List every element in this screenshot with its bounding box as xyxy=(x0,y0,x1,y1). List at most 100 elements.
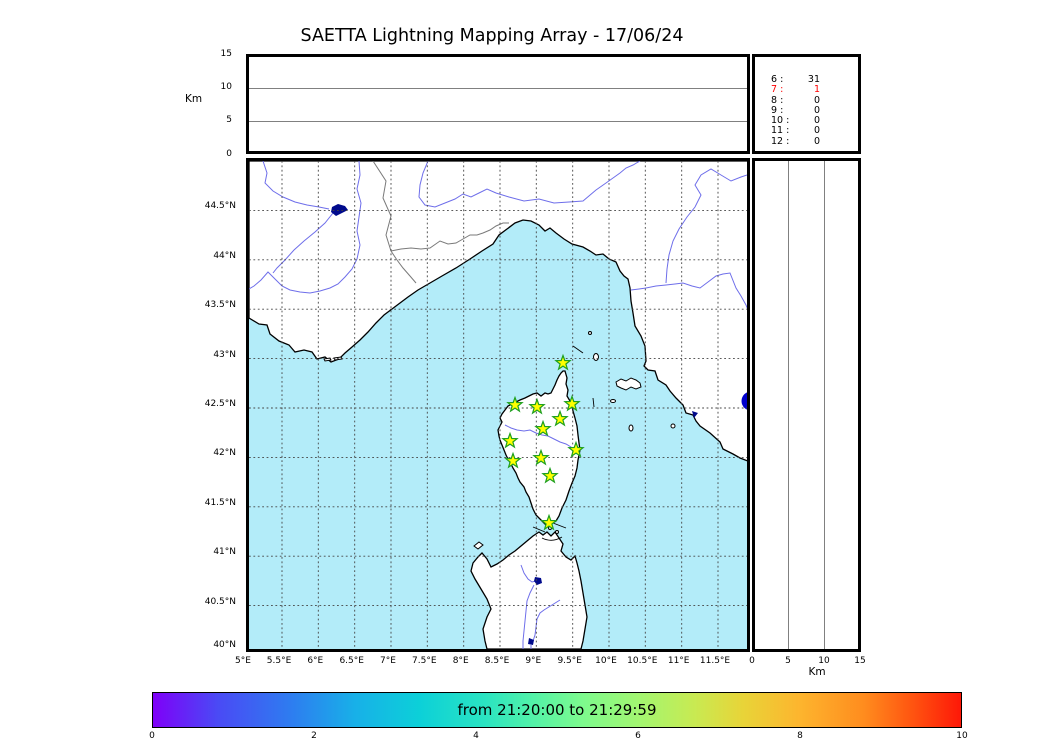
source-count-value: 0 xyxy=(813,125,820,137)
river-durance xyxy=(272,212,334,274)
altitude-gridline-10km xyxy=(249,87,747,89)
latitude-tick-label: 42°N xyxy=(213,448,236,459)
lma-station-star xyxy=(506,395,524,413)
source-count-value: 31 xyxy=(807,74,820,85)
latitude-tick-label: 43°N xyxy=(213,349,236,360)
island-montecristo xyxy=(670,423,676,429)
colorbar-tick-label: 4 xyxy=(473,731,479,741)
source-count-panel: 6 : 31 7 : 1 8 : 0 9 : 0 10 : 0 11 : 0 12 : 0 xyxy=(752,54,861,154)
colorbar-tick-label: 2 xyxy=(311,731,317,741)
longitude-tick-label: 7.5°E xyxy=(412,656,437,666)
coastline-mainland xyxy=(249,161,747,462)
altitude-tick-label: 5 xyxy=(226,115,232,126)
island-asinara xyxy=(473,541,484,550)
lma-station-star xyxy=(551,409,569,427)
island-pianosa xyxy=(610,399,616,403)
strait-line-3 xyxy=(541,536,563,541)
colorbar-tick-label: 6 xyxy=(635,731,641,741)
lake-sardinia-2 xyxy=(528,638,534,645)
lma-station-star xyxy=(563,394,581,412)
latitude-tick-label: 41.5°N xyxy=(204,497,236,508)
river-po-tributary xyxy=(418,161,641,208)
longitude-tick-label: 6°E xyxy=(307,656,324,666)
island-elba xyxy=(615,377,642,391)
page-title: SAETTA Lightning Mapping Array - 17/06/2… xyxy=(300,26,684,46)
lma-station-star xyxy=(532,448,550,466)
islet-line-pianosa xyxy=(592,397,595,408)
longitude-tick-label: 5°E xyxy=(235,656,251,666)
source-count-row: 7 : 1 xyxy=(755,84,858,96)
source-count-value: 1 xyxy=(813,84,820,96)
colorbar-time-range-label: from 21:20:00 to 21:29:59 xyxy=(457,701,657,719)
source-count-row: 8 : 0 xyxy=(755,95,858,106)
border-branch xyxy=(390,222,509,252)
altitude-tick-label: 0 xyxy=(226,148,232,159)
lma-station-star xyxy=(501,431,519,449)
latitude-tick-label: 41°N xyxy=(213,547,236,558)
island-giglio xyxy=(628,424,634,432)
river-arno-upper xyxy=(665,168,747,284)
source-count-station: 11 : xyxy=(771,125,790,137)
longitude-tick-label: 11.5°E xyxy=(699,656,731,666)
lagoon-orbetello xyxy=(692,411,698,418)
coast-artifacts xyxy=(532,345,595,541)
country-borders xyxy=(372,161,509,284)
longitude-tick-label: 9.5°E xyxy=(557,656,582,666)
river-arno xyxy=(630,272,747,309)
altitude-tick-label: 15 xyxy=(220,48,232,59)
river-sardinia-1 xyxy=(520,564,537,649)
source-count-station: 7 : xyxy=(771,84,784,96)
strait-line-2 xyxy=(552,522,567,529)
altitude-gridline-5km xyxy=(249,121,747,122)
lma-station-star xyxy=(541,466,559,484)
source-count-row: 12 : 0 xyxy=(755,135,858,147)
island-capraia xyxy=(593,353,599,361)
lma-station-star xyxy=(540,513,558,531)
longitude-tick-label: 9°E xyxy=(525,656,542,666)
colorbar-tick-label: 0 xyxy=(149,731,155,741)
altitude-histogram-panel xyxy=(752,158,861,652)
lma-station-star xyxy=(567,440,585,458)
source-count-row: 9 : 0 xyxy=(755,104,858,116)
longitude-tick-label: 7°E xyxy=(380,656,396,666)
histogram-tick-label: 0 xyxy=(749,656,755,666)
lma-station-star xyxy=(554,353,572,371)
source-count-station: 9 : xyxy=(771,104,784,116)
histogram-gridline-5km xyxy=(788,161,789,649)
source-count-station: 6 : xyxy=(771,74,784,85)
graticule xyxy=(249,161,747,649)
source-count-value: 0 xyxy=(813,115,820,127)
lma-station-star xyxy=(528,397,546,415)
source-count-station: 12 : xyxy=(771,135,790,147)
map-panel xyxy=(246,158,750,652)
longitude-tick-label: 6.5°E xyxy=(339,656,364,666)
island-gorgona xyxy=(588,331,592,335)
histogram-tick-label: 5 xyxy=(785,656,791,666)
colorbar-tick-label: 8 xyxy=(797,731,803,741)
latitude-tick-label: 44.5°N xyxy=(204,201,236,212)
island-maddalena-2 xyxy=(555,530,559,534)
lma-station-star xyxy=(504,451,522,469)
longitude-tick-label: 10°E xyxy=(595,656,617,666)
source-count-value: 0 xyxy=(813,135,820,147)
latitude-tick-label: 43.5°N xyxy=(204,300,236,311)
source-count-row: 11 : 0 xyxy=(755,125,858,137)
lma-station-star xyxy=(534,419,552,437)
histogram-tick-label: 15 xyxy=(854,656,866,666)
border-france-italy xyxy=(372,161,417,284)
latitude-tick-label: 40.5°N xyxy=(204,596,236,607)
histogram-tick-label: 10 xyxy=(818,656,830,666)
lakes xyxy=(331,204,747,645)
latitude-tick-label: 44°N xyxy=(213,250,236,261)
latitude-tick-label: 42.5°N xyxy=(204,399,236,409)
strait-line-1 xyxy=(532,526,546,533)
lma-stations xyxy=(501,353,585,531)
islet-line-giraglia xyxy=(572,345,584,354)
source-count-value: 0 xyxy=(813,104,820,116)
river-upper-durance xyxy=(262,161,330,210)
latitude-tick-label: 40°N xyxy=(213,640,236,650)
source-count-row: 6 : 31 xyxy=(755,74,858,85)
longitude-tick-label: 11°E xyxy=(667,656,690,666)
source-count-station: 10 : xyxy=(771,115,790,127)
